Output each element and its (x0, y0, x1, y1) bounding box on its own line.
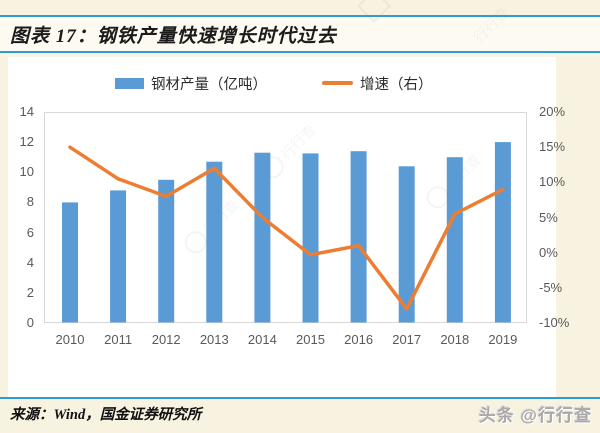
chart-title: 图表 17：钢铁产量快速增长时代过去 (10, 26, 337, 47)
bar-2019 (494, 142, 511, 323)
x-tick-label: 2010 (55, 332, 85, 347)
bar-2015 (302, 153, 319, 323)
growth-line (68, 145, 505, 311)
y-left-tick-label: 6 (26, 224, 34, 240)
x-tick-label: 2013 (199, 332, 229, 347)
x-tick-label: 2018 (440, 332, 470, 347)
plot-border (44, 112, 527, 323)
bar-2016 (350, 151, 367, 323)
bar-2011 (110, 190, 127, 323)
y-left-tick-label: 14 (19, 104, 34, 119)
source-text: 来源：Wind，国金证券研究所 (10, 407, 202, 423)
title-band (0, 17, 600, 51)
bar-2017 (398, 166, 415, 323)
top-rule (0, 15, 600, 17)
y-right-tick-label: 0% (539, 244, 558, 260)
y-right-tick-label: 10% (539, 174, 566, 190)
y-left-tick-label: 10 (19, 164, 34, 180)
y-right-tick-label: 15% (539, 139, 566, 155)
y-left-tick-label: 0 (26, 315, 34, 330)
y-left-tick-label: 8 (26, 194, 34, 210)
x-tick-label: 2017 (392, 332, 422, 347)
y-left-tick-label: 12 (19, 134, 34, 150)
bar-2012 (158, 179, 175, 323)
legend-item-growth: 增速（右） (322, 73, 433, 93)
bar-2013 (206, 161, 223, 323)
y-left-tick-label: 4 (26, 254, 34, 270)
y-right-tick-label: -5% (539, 279, 563, 295)
legend-label-steel-output: 钢材产量（亿吨） (151, 76, 267, 93)
bar-2018 (446, 157, 463, 323)
footer-rule (0, 397, 600, 399)
x-tick-label: 2012 (151, 332, 181, 347)
brand-logo: 头条 @行行查 (478, 406, 592, 425)
bar-2014 (254, 152, 271, 323)
x-tick-label: 2015 (296, 332, 325, 347)
y-right-tick-label: 20% (539, 104, 566, 119)
title-bottom-rule (0, 51, 600, 53)
y-right-tick-label: -10% (539, 315, 570, 330)
legend-item-steel-output: 钢材产量（亿吨） (115, 73, 267, 93)
y-left-tick-label: 2 (26, 284, 34, 300)
y-right-tick-label: 5% (539, 209, 558, 225)
x-tick-label: 2014 (247, 332, 277, 347)
line-swatch-icon (322, 81, 353, 85)
x-tick-label: 2011 (104, 332, 133, 347)
x-tick-label: 2016 (344, 332, 374, 347)
plot-area (44, 112, 527, 323)
bar-swatch-icon (115, 77, 144, 89)
chart-card (8, 57, 556, 397)
x-tick-label: 2019 (488, 332, 518, 347)
legend-label-growth: 增速（右） (360, 76, 433, 93)
bar-2010 (62, 202, 78, 323)
